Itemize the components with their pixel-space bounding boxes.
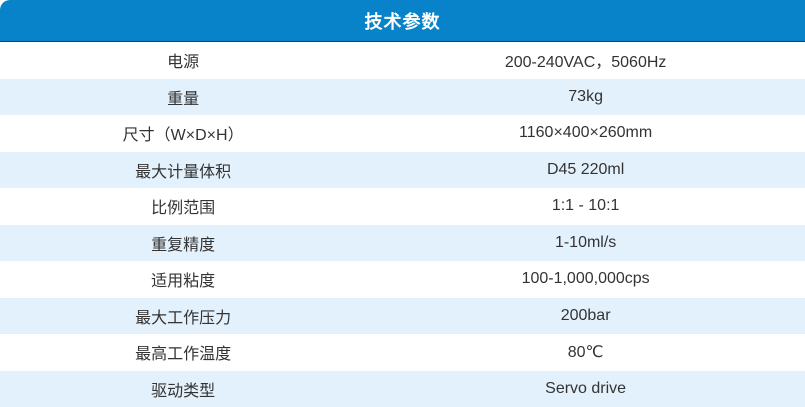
table-row: 重量 73kg	[0, 78, 805, 115]
table-row: 最大工作压力 200bar	[0, 297, 805, 334]
parameter-label: 最大工作压力	[135, 309, 232, 327]
parameter-label: 电源	[167, 54, 200, 72]
table-row: 电源 200-240VAC，5060Hz	[0, 42, 805, 79]
table-title: 技术参数	[364, 11, 441, 32]
parameter-label: 比例范围	[151, 200, 216, 218]
table-row: 最高工作温度 80℃	[0, 334, 805, 371]
parameter-value: 1-10ml/s	[554, 233, 617, 251]
parameter-value: D45 220ml	[546, 160, 625, 178]
parameter-label: 适用粘度	[151, 273, 216, 291]
parameter-label: 最高工作温度	[135, 346, 232, 364]
table-row: 尺寸（W×D×H） 1160×400×260mm	[0, 115, 805, 152]
table-header: 技术参数	[0, 0, 805, 42]
table-row: 重复精度 1-10ml/s	[0, 224, 805, 261]
table-row: 适用粘度 100-1,000,000cps	[0, 261, 805, 298]
parameter-label: 重量	[167, 90, 200, 108]
parameter-value: 1160×400×260mm	[519, 124, 653, 142]
table-row: 比例范围 1:1 - 10:1	[0, 188, 805, 225]
parameter-label: 重复精度	[151, 236, 216, 254]
table-body: 电源 200-240VAC，5060Hz 重量 73kg 尺寸（W×D×H） 1…	[0, 42, 805, 407]
parameter-label: 驱动类型	[151, 382, 216, 400]
table-row: 最大计量体积 D45 220ml	[0, 151, 805, 188]
parameter-value: 80℃	[567, 344, 604, 362]
parameter-value: 73kg	[568, 87, 603, 105]
parameter-label: 尺寸（W×D×H）	[122, 127, 244, 145]
parameter-label: 最大计量体积	[135, 163, 232, 181]
parameter-value: 100-1,000,000cps	[521, 270, 650, 288]
table-row: 驱动类型 Servo drive	[0, 370, 805, 407]
parameter-value: Servo drive	[545, 379, 627, 397]
parameter-value: 200-240VAC，5060Hz	[504, 54, 667, 72]
parameter-value: 1:1 - 10:1	[551, 197, 620, 215]
parameter-value: 200bar	[560, 306, 611, 324]
